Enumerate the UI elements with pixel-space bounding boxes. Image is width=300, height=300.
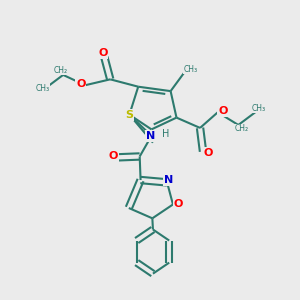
Text: CH₃: CH₃ xyxy=(35,84,50,93)
Text: N: N xyxy=(164,175,173,185)
Text: CH₃: CH₃ xyxy=(252,104,266,113)
Text: O: O xyxy=(174,199,183,208)
Text: O: O xyxy=(204,148,213,158)
Text: O: O xyxy=(218,106,228,116)
Text: CH₂: CH₂ xyxy=(234,124,248,133)
Text: H: H xyxy=(162,129,169,140)
Text: CH₂: CH₂ xyxy=(53,66,67,75)
Text: S: S xyxy=(125,110,134,120)
Text: O: O xyxy=(109,152,118,161)
Text: O: O xyxy=(98,48,108,59)
Text: N: N xyxy=(146,131,155,141)
Text: O: O xyxy=(76,79,86,89)
Text: CH₃: CH₃ xyxy=(184,65,198,74)
